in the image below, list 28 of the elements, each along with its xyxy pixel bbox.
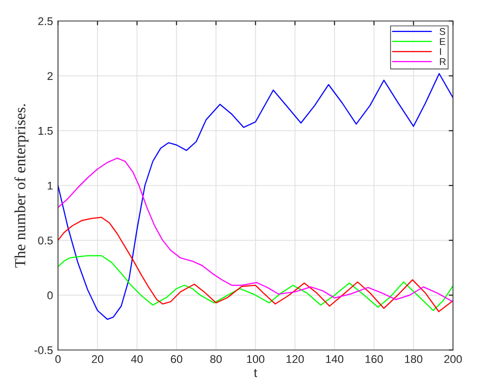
y-tick-label: 2.5 [38,17,53,26]
x-tick-label: 200 [444,355,462,364]
x-tick-label: 40 [131,355,143,364]
x-tick-label: 120 [286,355,304,364]
x-tick-label: 20 [92,355,104,364]
x-axis-title: t [254,368,258,378]
line-series [58,255,453,312]
y-tick-label: 0 [47,291,53,300]
y-tick-label: 2 [48,72,53,80]
x-tick-label: 100 [247,355,264,364]
x-tick-label: 60 [170,355,182,364]
x-tick-label: 160 [366,355,383,364]
y-tick-label: 0.5 [38,236,53,244]
x-tick-label: 80 [210,355,222,364]
line-series [58,73,453,320]
x-tick-label: 180 [405,355,422,364]
y-tick-label: -0.5 [34,346,53,354]
x-tick-label: 0 [55,355,61,364]
y-axis-title: The number of enterprises. [14,104,28,268]
legend-label: S [440,28,446,35]
legend-label: E [440,38,446,45]
y-tick-label: 1 [48,182,53,190]
y-tick-label: 1.5 [38,127,53,135]
line-series [58,158,453,302]
line-series [58,216,453,312]
legend-label: I [440,48,441,55]
legend-label: R [440,58,446,65]
x-tick-label: 140 [326,355,344,364]
